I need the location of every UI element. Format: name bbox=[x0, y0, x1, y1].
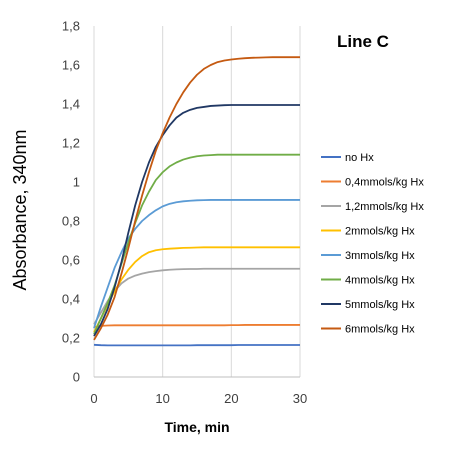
y-tick-label: 0,6 bbox=[62, 253, 80, 268]
y-tick-label: 1,2 bbox=[62, 136, 80, 151]
series-line-4 bbox=[93, 199, 300, 329]
legend-label-1: 0,4mmols/kg Hx bbox=[345, 177, 424, 189]
gridlines bbox=[93, 26, 301, 377]
series-line-0 bbox=[93, 343, 300, 347]
x-tick-label: 0 bbox=[90, 391, 97, 406]
y-tick-label: 1,8 bbox=[62, 19, 80, 34]
legend-label-4: 3mmols/kg Hx bbox=[345, 250, 415, 262]
y-tick-label: 0 bbox=[73, 370, 80, 385]
y-tick-label: 1,6 bbox=[62, 58, 80, 73]
x-tick-label: 20 bbox=[224, 391, 238, 406]
x-tick-label: 30 bbox=[293, 391, 307, 406]
legend-label-0: no Hx bbox=[345, 152, 374, 164]
x-axis-label: Time, min bbox=[164, 419, 229, 435]
series-lines bbox=[93, 56, 300, 347]
y-tick-label: 1,4 bbox=[62, 97, 80, 112]
y-tick-label: 1 bbox=[73, 175, 80, 190]
series-line-7 bbox=[93, 56, 300, 341]
series-line-3 bbox=[93, 246, 300, 333]
y-tick-labels: 0 0,2 0,4 0,6 0,8 1 1,2 1,4 1,6 1,8 bbox=[62, 19, 80, 385]
series-line-6 bbox=[93, 104, 300, 337]
legend-label-3: 2mmols/kg Hx bbox=[345, 226, 415, 238]
series-line-5 bbox=[93, 153, 300, 335]
x-tick-label: 10 bbox=[155, 391, 169, 406]
y-axis-label: Absorbance, 340nm bbox=[10, 129, 30, 290]
legend-label-7: 6mmols/kg Hx bbox=[345, 324, 415, 336]
legend-label-5: 4mmols/kg Hx bbox=[345, 275, 415, 287]
series-line-1 bbox=[93, 324, 300, 329]
y-tick-label: 0,4 bbox=[62, 292, 80, 307]
series-line-2 bbox=[93, 267, 300, 325]
x-tick-labels: 0 10 20 30 bbox=[90, 391, 307, 406]
y-tick-label: 0,8 bbox=[62, 214, 80, 229]
legend-label-2: 1,2mmols/kg Hx bbox=[345, 201, 424, 213]
legend-label-6: 5mmols/kg Hx bbox=[345, 299, 415, 311]
y-tick-label: 0,2 bbox=[62, 331, 80, 346]
chart-title: Line C bbox=[337, 32, 389, 51]
legend: no Hx 0,4mmols/kg Hx 1,2mmols/kg Hx 2mmols/… bbox=[321, 152, 424, 336]
